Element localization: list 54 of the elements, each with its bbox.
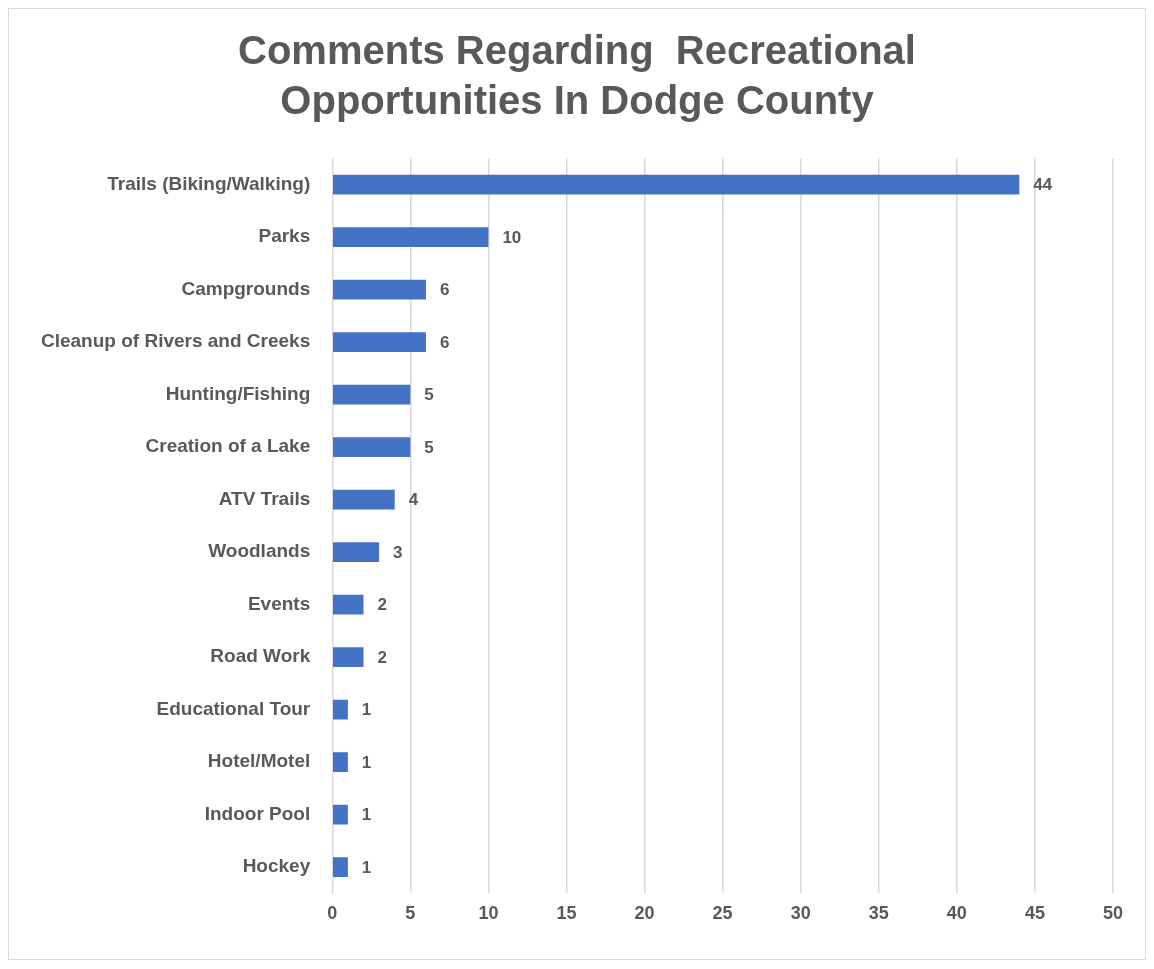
bar	[333, 227, 489, 247]
data-label: 1	[361, 752, 372, 772]
x-tick-label: 0	[327, 903, 338, 924]
data-label: 1	[361, 805, 372, 825]
bar	[333, 489, 395, 510]
x-tick-label: 35	[868, 903, 889, 924]
data-label: 1	[361, 857, 372, 877]
x-tick-label: 45	[1024, 903, 1045, 924]
y-tick-label: Road Work	[210, 645, 311, 667]
data-label: 10	[502, 227, 522, 247]
data-label: 6	[439, 280, 450, 300]
bar	[333, 542, 380, 562]
bar	[333, 752, 348, 772]
bar	[333, 594, 364, 615]
y-tick-label: Trails (Biking/Walking)	[107, 172, 311, 194]
x-tick-label: 10	[478, 903, 499, 924]
bar	[333, 804, 348, 825]
y-tick-label: Hotel/Motel	[207, 750, 311, 772]
bar	[333, 857, 348, 877]
x-tick-label: 40	[946, 903, 967, 924]
data-label: 5	[424, 385, 434, 405]
y-tick-label: Campgrounds	[181, 277, 311, 299]
y-tick-label: Woodlands	[208, 540, 311, 562]
data-label: 4	[408, 490, 419, 510]
x-tick-label: 20	[634, 903, 655, 924]
x-tick-label: 50	[1102, 903, 1124, 924]
chart-title: Comments Regarding Recreational Opportunities In Dodge County	[237, 27, 917, 124]
data-label: 2	[377, 647, 387, 667]
bar	[333, 279, 426, 300]
data-label: 44	[1033, 175, 1053, 195]
bar	[333, 174, 1020, 195]
y-tick-label: Educational Tour	[156, 697, 311, 719]
y-tick-label: Indoor Pool	[204, 802, 311, 824]
y-tick-label: Parks	[258, 225, 311, 247]
bar	[333, 699, 348, 720]
x-tick-label: 30	[790, 903, 811, 924]
y-tick-label: Events	[247, 592, 311, 614]
y-tick-label: Hunting/Fishing	[165, 382, 311, 404]
data-label: 5	[424, 437, 434, 457]
x-tick-label: 15	[556, 903, 577, 924]
y-tick-label: Creation of a Lake	[145, 435, 311, 457]
bar	[333, 437, 411, 457]
bar	[333, 384, 411, 405]
data-label: 6	[439, 332, 450, 352]
y-tick-label: Cleanup of Rivers and Creeks	[40, 330, 311, 352]
data-label: 1	[361, 700, 372, 720]
bar	[333, 332, 426, 352]
x-tick-label: 5	[405, 903, 416, 924]
y-tick-label: Hockey	[242, 855, 311, 877]
data-label: 2	[377, 595, 387, 615]
x-tick-label: 25	[712, 903, 733, 924]
bar	[333, 647, 364, 667]
y-tick-label: ATV Trails	[218, 487, 311, 509]
data-label: 3	[393, 542, 403, 562]
